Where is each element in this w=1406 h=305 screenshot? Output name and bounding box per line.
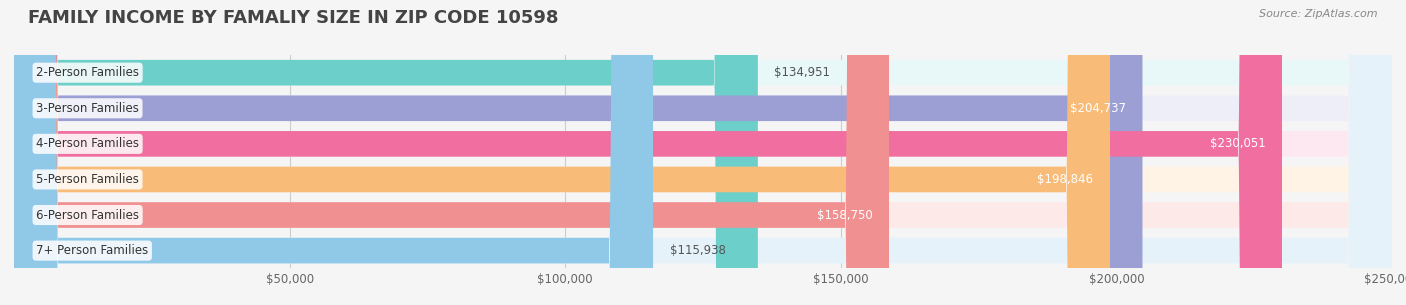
Text: 5-Person Families: 5-Person Families — [37, 173, 139, 186]
FancyBboxPatch shape — [14, 0, 1392, 305]
Text: $230,051: $230,051 — [1209, 137, 1265, 150]
Text: $198,846: $198,846 — [1038, 173, 1094, 186]
Text: 2-Person Families: 2-Person Families — [37, 66, 139, 79]
Text: Source: ZipAtlas.com: Source: ZipAtlas.com — [1260, 9, 1378, 19]
Text: $204,737: $204,737 — [1070, 102, 1126, 115]
FancyBboxPatch shape — [14, 0, 652, 305]
Text: $158,750: $158,750 — [817, 209, 873, 221]
Text: 7+ Person Families: 7+ Person Families — [37, 244, 149, 257]
Text: $115,938: $115,938 — [669, 244, 725, 257]
FancyBboxPatch shape — [14, 0, 1282, 305]
FancyBboxPatch shape — [14, 0, 1392, 305]
Text: 3-Person Families: 3-Person Families — [37, 102, 139, 115]
FancyBboxPatch shape — [14, 0, 1392, 305]
FancyBboxPatch shape — [14, 0, 1392, 305]
Text: 4-Person Families: 4-Person Families — [37, 137, 139, 150]
Text: FAMILY INCOME BY FAMALIY SIZE IN ZIP CODE 10598: FAMILY INCOME BY FAMALIY SIZE IN ZIP COD… — [28, 9, 558, 27]
FancyBboxPatch shape — [14, 0, 889, 305]
Text: 6-Person Families: 6-Person Families — [37, 209, 139, 221]
FancyBboxPatch shape — [14, 0, 1109, 305]
Text: $134,951: $134,951 — [775, 66, 831, 79]
FancyBboxPatch shape — [14, 0, 1392, 305]
FancyBboxPatch shape — [14, 0, 1392, 305]
FancyBboxPatch shape — [14, 0, 1143, 305]
FancyBboxPatch shape — [14, 0, 758, 305]
